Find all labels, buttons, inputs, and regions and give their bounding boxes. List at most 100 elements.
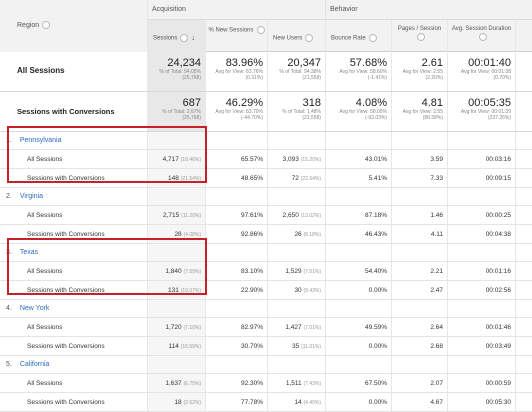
bounce-rate-value: 43.01%: [326, 150, 392, 168]
summary-value: 2.61: [421, 57, 443, 69]
avg-duration-value: 00:00:25: [448, 206, 516, 224]
summary-label: Sessions with Conversions: [0, 92, 148, 131]
new-sessions-value: 97.61%: [206, 206, 268, 224]
summary-sub: Avg for View: 00:01:38 (0.70%): [460, 69, 511, 81]
table-row: Sessions with Conversions 131 (19.07%) 22.…: [0, 281, 532, 300]
pages-session-value: 3.59: [392, 150, 448, 168]
truncated-column-header: [516, 20, 532, 52]
summary-value: 20,347: [287, 57, 321, 69]
summary-value: 4.08%: [355, 97, 387, 109]
new-users-pct: (22.64%): [300, 176, 321, 182]
table-row: Sessions with Conversions 114 (16.59%) 30.…: [0, 337, 532, 356]
summary-sub: Avg for View: 83.76% (0.31%): [215, 69, 263, 81]
region-link[interactable]: California: [19, 361, 50, 368]
new-sessions-value: 22.90%: [206, 281, 268, 299]
sessions-pct: (21.54%): [180, 176, 201, 182]
sessions-pct: (2.62%): [183, 400, 201, 406]
new-users-value: 30: [294, 287, 302, 294]
region-link[interactable]: Virginia: [19, 193, 44, 200]
pages-session-value: 2.21: [392, 262, 448, 280]
info-icon[interactable]: [305, 34, 314, 42]
bounce-rate-value: 54.40%: [326, 262, 392, 280]
sessions-pct: (16.59%): [180, 344, 201, 350]
table-row: All Sessions 1,840 (7.59%) 83.10% 1,529 (7.…: [0, 262, 532, 281]
new-users-value: 2,650: [282, 212, 299, 219]
summary-value: 4.81: [421, 97, 443, 109]
table-row: All Sessions 1,637 (6.75%) 92.30% 1,511 (7.…: [0, 374, 532, 393]
table-row: Sessions with Conversions 18 (2.62%) 77.78…: [0, 393, 532, 412]
sessions-pct: (6.75%): [183, 381, 201, 387]
segment-label: All Sessions: [0, 318, 148, 336]
summary-value: 00:05:35: [468, 97, 511, 109]
avg-duration-value: 00:01:46: [448, 318, 516, 336]
new-users-column-header[interactable]: New Users: [268, 20, 326, 52]
info-icon[interactable]: [368, 34, 377, 42]
summary-sub: Avg for View: 2.55 (88.58%): [402, 109, 443, 121]
new-sessions-value: 82.97%: [206, 318, 268, 336]
region-header-label: Region: [17, 21, 40, 29]
region-column-header[interactable]: Region: [0, 0, 148, 52]
sort-down-icon[interactable]: ↓: [191, 34, 195, 42]
info-icon[interactable]: [479, 33, 487, 41]
new-users-value: 35: [292, 343, 300, 350]
new-users-pct: (7.43%): [303, 381, 321, 387]
summary-label: All Sessions: [0, 52, 148, 91]
segment-label: Sessions with Conversions: [0, 169, 148, 187]
pages-session-value: 2.47: [392, 281, 448, 299]
summary-value: 00:01:40: [468, 57, 511, 69]
avg-duration-column-header[interactable]: Avg. Session Duration: [448, 20, 516, 52]
summary-value: 46.29%: [225, 97, 263, 109]
table-header: Region Acquisition Behavior Sessions ↓ % …: [0, 0, 532, 52]
avg-duration-value: 00:09:15: [448, 169, 516, 187]
sessions-pct: (7.59%): [183, 269, 201, 275]
bounce-rate-column-header[interactable]: Bounce Rate: [326, 20, 392, 52]
bounce-rate-value: 0.00%: [326, 393, 392, 411]
summary-sub: Avg for View: 00:01:39 (237.26%): [460, 109, 511, 121]
sessions-column-header[interactable]: Sessions ↓: [148, 20, 206, 52]
new-sessions-value: 92.30%: [206, 374, 268, 392]
bounce-rate-value: 46.43%: [326, 225, 392, 243]
info-icon[interactable]: [180, 34, 189, 42]
summary-value: 83.96%: [225, 57, 263, 69]
new-sessions-value: 77.78%: [206, 393, 268, 411]
sessions-value: 28: [174, 231, 182, 238]
pages-session-value: 2.07: [392, 374, 448, 392]
avg-duration-header-label: Avg. Session Duration: [451, 26, 512, 32]
summary-sub: % of Total: 94.05% (25,768): [159, 69, 201, 81]
region-link[interactable]: New York: [19, 305, 50, 312]
region-link[interactable]: Texas: [19, 249, 39, 256]
region-rank: 2.: [6, 193, 12, 200]
segment-label: All Sessions: [0, 206, 148, 224]
new-users-pct: (7.01%): [303, 325, 321, 331]
bounce-rate-value: 0.00%: [326, 281, 392, 299]
avg-duration-value: 00:02:56: [448, 281, 516, 299]
info-icon[interactable]: [256, 26, 265, 34]
pages-session-column-header[interactable]: Pages / Session: [392, 20, 448, 52]
behavior-group-header: Behavior: [326, 0, 532, 19]
table-row: Sessions with Conversions 148 (21.54%) 48.…: [0, 169, 532, 188]
sessions-value: 2,715: [162, 212, 180, 219]
summary-value: 24,234: [167, 57, 201, 69]
region-group-row: 1. Pennsylvania: [0, 132, 532, 150]
sessions-pct: (19.46%): [180, 157, 201, 163]
info-icon[interactable]: [42, 21, 51, 29]
new-users-pct: (11.01%): [301, 344, 321, 350]
new-sessions-value: 92.86%: [206, 225, 268, 243]
new-sessions-column-header[interactable]: % New Sessions: [206, 20, 268, 52]
sessions-value: 148: [168, 175, 179, 182]
region-group-row: 3. Texas: [0, 244, 532, 262]
summary-sub: % of Total: 2.67% (25,768): [162, 109, 201, 121]
new-users-value: 1,511: [285, 380, 302, 387]
avg-duration-value: 00:04:38: [448, 225, 516, 243]
new-users-value: 14: [294, 399, 302, 406]
new-users-value: 72: [291, 175, 299, 182]
region-group-row: 5. California: [0, 356, 532, 374]
segment-label: All Sessions: [0, 262, 148, 280]
region-groups: 1. Pennsylvania All Sessions 4,717 (19.46%)…: [0, 132, 532, 412]
info-icon[interactable]: [417, 33, 425, 41]
summary-sub: Avg for View: 2.55 (2.20%): [402, 69, 443, 81]
region-link[interactable]: Pennsylvania: [19, 137, 62, 144]
summary-row-all-sessions: All Sessions 24,234% of Total: 94.05% (2…: [0, 52, 532, 92]
bounce-rate-header-label: Bounce Rate: [331, 35, 366, 42]
